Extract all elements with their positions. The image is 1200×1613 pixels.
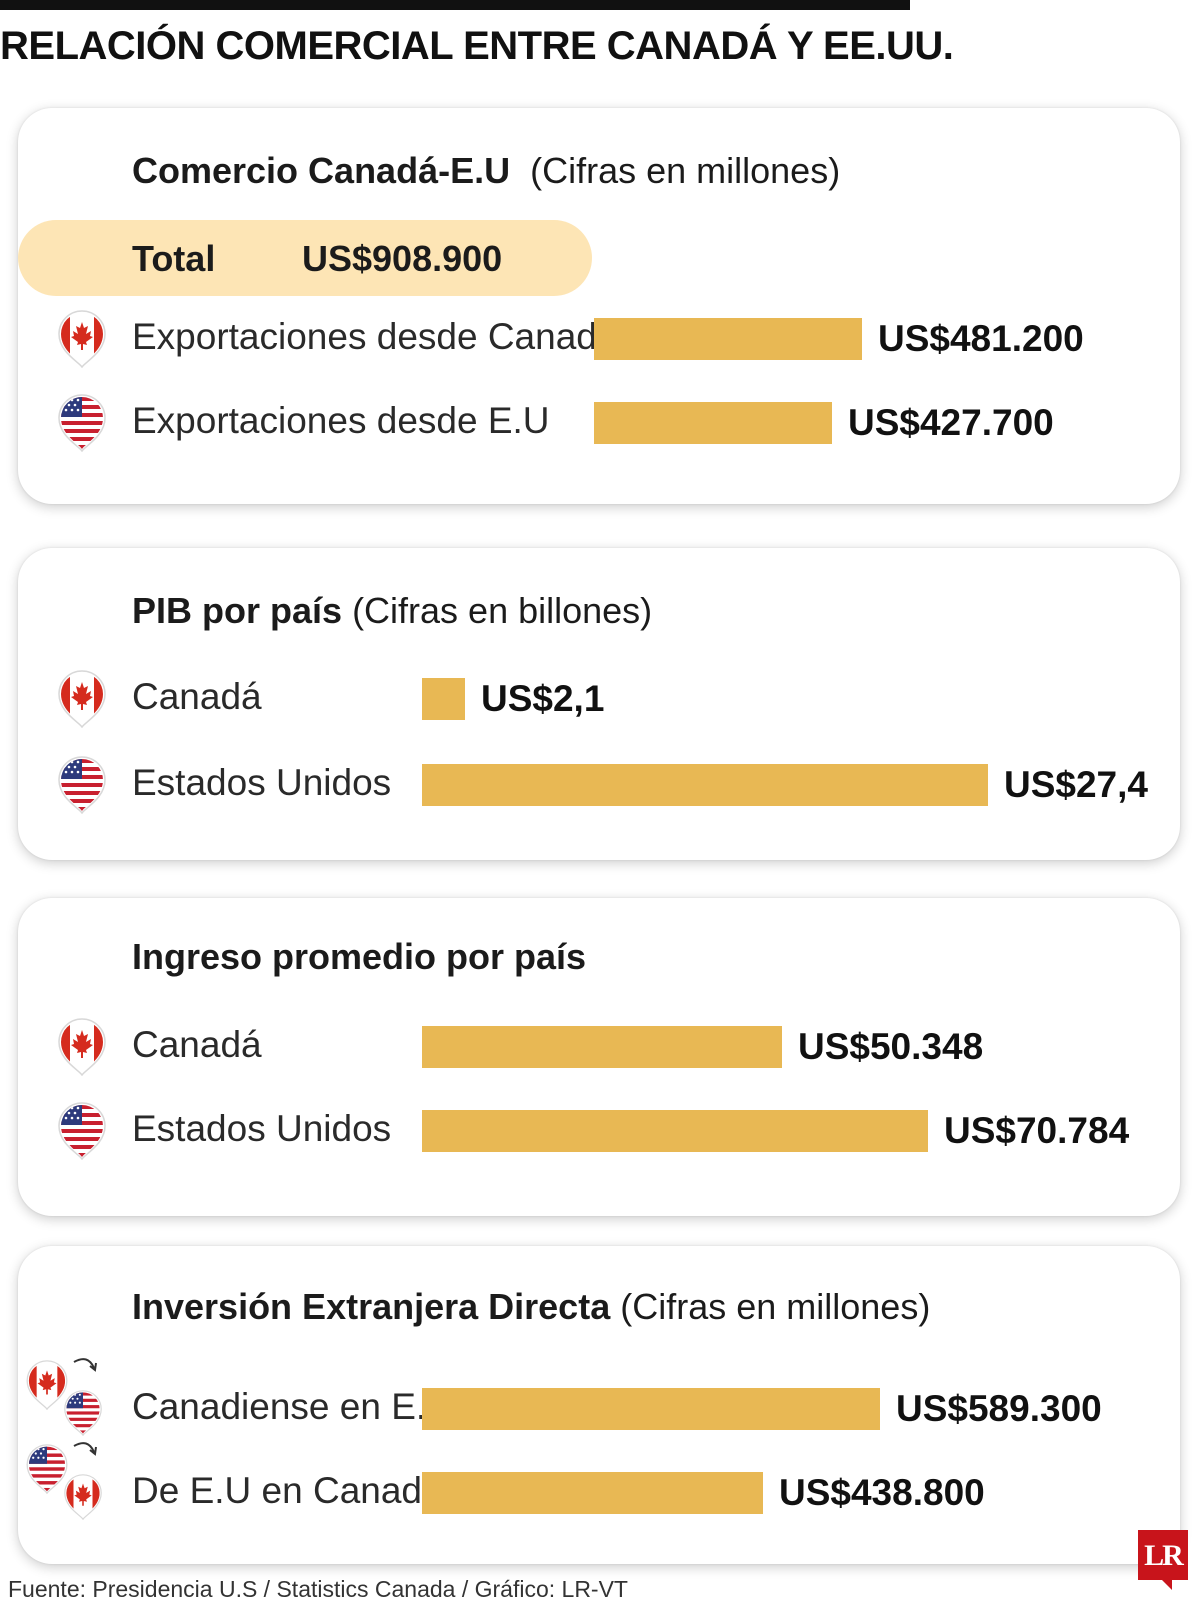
category-label: Exportaciones desde Canadá: [132, 316, 618, 357]
value-label: US$50.348: [798, 1026, 984, 1067]
income-title-bold: Ingreso promedio por país: [132, 936, 587, 977]
top-rule: [0, 0, 910, 10]
value-label: US$438.800: [779, 1472, 985, 1513]
category-label: Estados Unidos: [132, 762, 392, 803]
chart-row: Estados Unidos US$27,4: [18, 752, 1180, 816]
trade-title: Comercio Canadá-E.U (Cifras en millones): [132, 150, 840, 192]
bar-exports-canada: [594, 318, 862, 360]
source-note: Fuente: Presidencia U.S / Statistics Can…: [8, 1576, 628, 1602]
category-label: Canadá: [132, 1024, 262, 1065]
category-label: De E.U en Canadá: [132, 1470, 443, 1511]
value-label: US$27,4: [1004, 764, 1148, 805]
income-title: Ingreso promedio por país: [132, 936, 586, 978]
value-label: US$427.700: [848, 402, 1054, 443]
bar-fdi-canada-in-usa: [422, 1388, 880, 1430]
total-highlight: Total US$908.900: [18, 220, 592, 296]
chart-row: Canadá US$2,1: [18, 666, 1180, 730]
lr-logo: LR: [1138, 1530, 1188, 1580]
curved-arrow-icon: [73, 1358, 97, 1372]
category-label: Estados Unidos: [132, 1108, 392, 1149]
gdp-title-note: (Cifras en billones): [352, 590, 653, 631]
canada-flag-icon: [58, 670, 106, 728]
main-title: RELACIÓN COMERCIAL ENTRE CANADÁ Y EE.UU.: [0, 24, 954, 68]
chart-row: Estados Unidos US$70.784: [18, 1098, 1180, 1162]
fdi-title-note: (Cifras en millones): [620, 1286, 931, 1327]
trade-title-note: (Cifras en millones): [530, 150, 841, 191]
chart-row: Canadiense en E.U US$589.300: [18, 1358, 1180, 1440]
chart-row: Canadá US$50.348: [18, 1014, 1180, 1078]
category-label: Canadá: [132, 676, 262, 717]
bar-exports-usa: [594, 402, 832, 444]
gdp-card: PIB por país (Cifras en billones) Canadá…: [18, 548, 1180, 860]
value-label: US$589.300: [896, 1388, 1102, 1429]
bar-gdp-canada: [422, 678, 465, 720]
lr-logo-tail: [1160, 1578, 1172, 1590]
canada-flag-icon: [26, 1360, 68, 1410]
chart-row: De E.U en Canadá US$438.800: [18, 1442, 1180, 1524]
trade-card: Comercio Canadá-E.U (Cifras en millones)…: [18, 108, 1180, 504]
canada-flag-icon: [58, 310, 106, 368]
gdp-title-bold: PIB por país: [132, 590, 343, 631]
chart-row: Exportaciones desde Canadá US$481.200: [18, 306, 1180, 370]
usa-flag-icon: [58, 756, 106, 814]
usa-flag-icon: [58, 394, 106, 452]
bar-income-usa: [422, 1110, 928, 1152]
category-label: Exportaciones desde E.U: [132, 400, 550, 441]
canada-flag-icon: [64, 1474, 102, 1520]
category-label: Canadiense en E.U: [132, 1386, 453, 1427]
usa-flag-icon: [26, 1444, 68, 1494]
trade-title-bold: Comercio Canadá-E.U: [132, 150, 511, 191]
value-label: US$2,1: [481, 678, 605, 719]
fdi-title-bold: Inversión Extranjera Directa: [132, 1286, 611, 1327]
total-value: US$908.900: [302, 238, 503, 279]
bar-gdp-usa: [422, 764, 988, 806]
fdi-title: Inversión Extranjera Directa (Cifras en …: [132, 1286, 930, 1328]
curved-arrow-icon: [73, 1442, 97, 1456]
chart-row: Exportaciones desde E.U US$427.700: [18, 390, 1180, 454]
value-label: US$70.784: [944, 1110, 1130, 1151]
income-card: Ingreso promedio por país Canadá US$50.3…: [18, 898, 1180, 1216]
usa-flag-icon: [64, 1390, 102, 1436]
canada-flag-icon: [58, 1018, 106, 1076]
bar-fdi-usa-in-canada: [422, 1472, 763, 1514]
fdi-card: Inversión Extranjera Directa (Cifras en …: [18, 1246, 1180, 1564]
value-label: US$481.200: [878, 318, 1084, 359]
usa-flag-icon: [58, 1102, 106, 1160]
gdp-title: PIB por país (Cifras en billones): [132, 590, 652, 632]
bar-income-canada: [422, 1026, 782, 1068]
total-label: Total: [132, 238, 216, 279]
